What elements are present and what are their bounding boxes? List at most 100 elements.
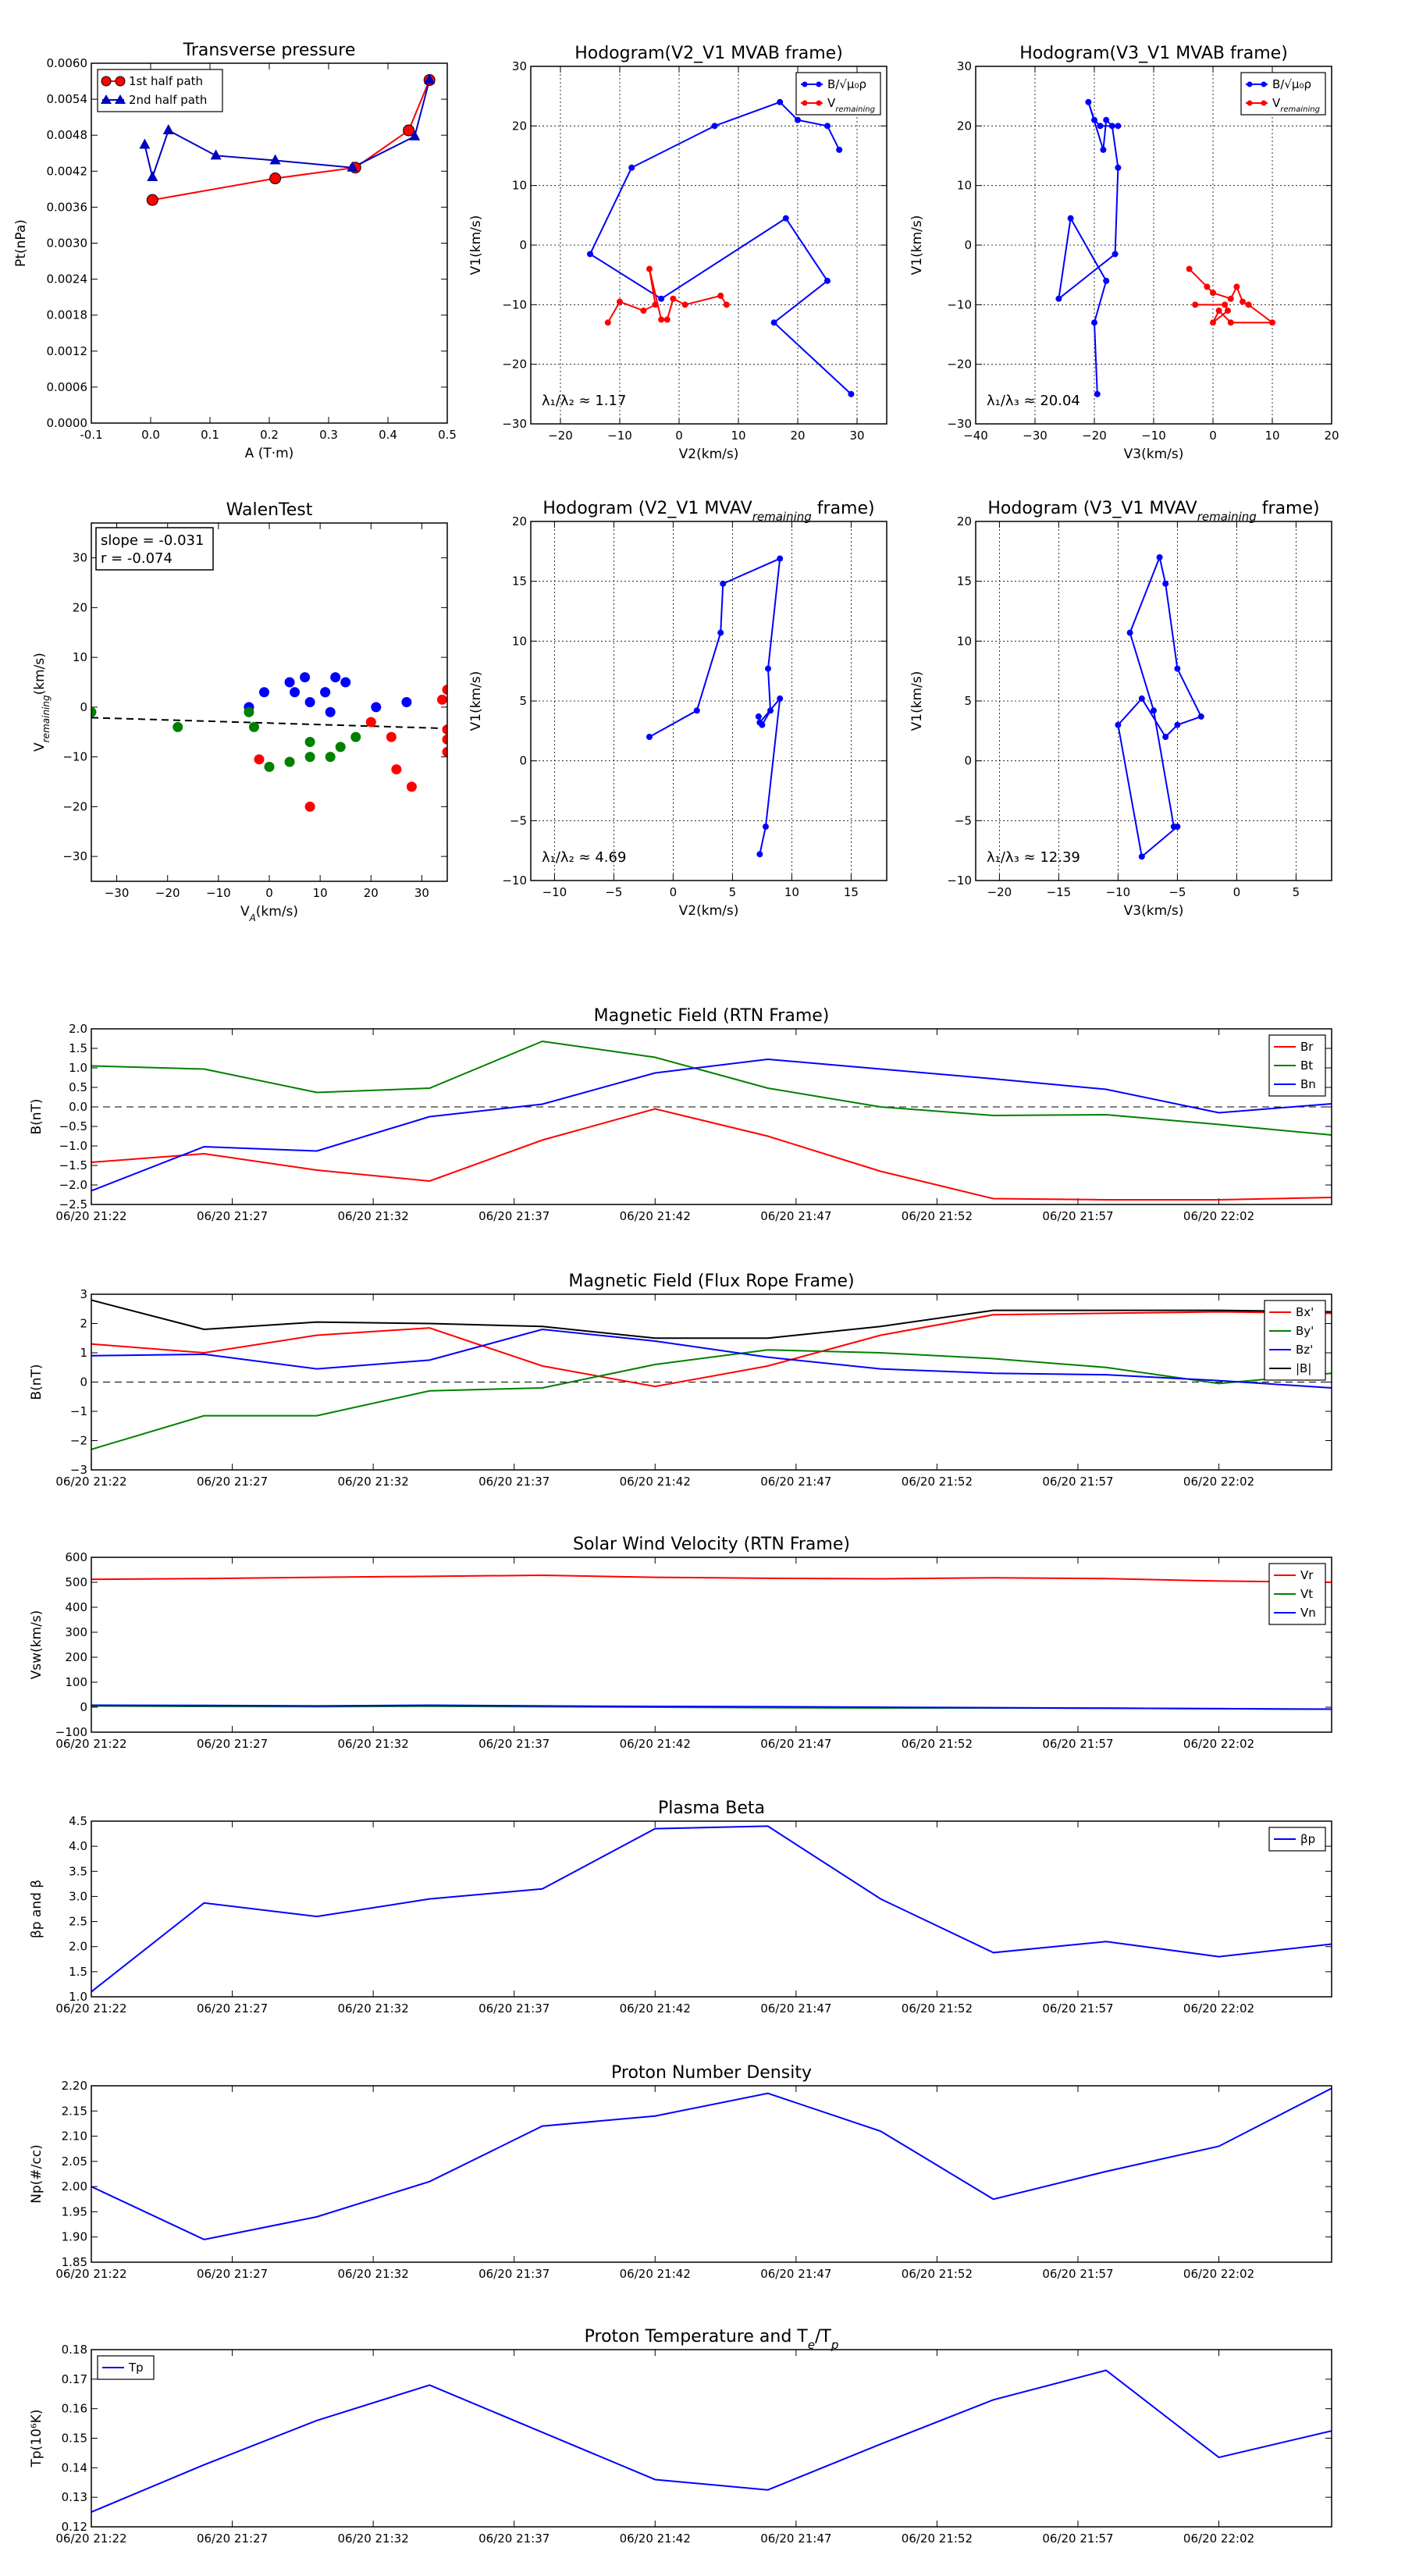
plot-area [91,2087,1332,2240]
point-2nd-half [147,170,158,181]
x-tick-label: −5 [1168,885,1186,899]
walen-point [335,742,346,753]
x-tick-label: 0 [1209,429,1217,443]
x-tick-label: −10 [1106,885,1131,899]
y-tick-label: −100 [55,1725,87,1739]
y-tick-label: 0.0036 [47,200,88,214]
walen-point [304,697,315,707]
walen-point [284,677,295,688]
x-tick-label: −20 [1082,429,1107,443]
chart-title: Hodogram(V3_V1 MVAB frame) [1019,44,1288,63]
y-tick-label: 2.0 [69,1022,87,1036]
y-axis-label: V1(km/s) [468,671,484,731]
y-tick-label: 0.0048 [47,128,88,142]
y-tick-label: 0.0030 [47,237,88,251]
chart-walen: −30 −20 −10 0 10 20 30 −30 −20 −10 0 10 20 30 WalenTes… [32,500,448,923]
legend-label: Vr [1300,1568,1314,1582]
y-tick-label: −2 [70,1434,87,1448]
legend-marker [101,76,112,87]
x-tick-label: 06/20 21:27 [197,2001,268,2016]
walen-point [264,761,275,772]
y-tick-label: 0.0018 [47,308,88,322]
y-tick-label: −0.5 [59,1119,87,1133]
y-tick-label: 30 [512,59,527,73]
legend-marker [802,81,808,87]
y-tick-label: 2.20 [62,2079,87,2093]
walen-point [248,721,259,732]
walen-point [284,756,295,767]
legend-label: Vremaining [1272,96,1320,114]
x-tick-label: −20 [548,429,573,443]
y-tick-label: 5 [519,694,527,708]
y-tick-label: 1.90 [62,2230,87,2244]
x-tick-label: 20 [1324,429,1339,443]
hodogram-point [1170,824,1177,830]
x-tick-label: 06/20 21:42 [620,2001,691,2016]
y-tick-label: 20 [957,514,972,528]
x-tick-label: 06/20 21:52 [902,2532,973,2546]
y-tick-label: −10 [502,873,527,888]
y-tick-label: 0.0000 [47,416,88,430]
y-tick-label: −10 [947,873,972,888]
y-tick-label: 30 [73,551,87,565]
hodogram-point [1085,98,1092,105]
legend-marker [1261,100,1267,106]
hodogram-point [1197,713,1204,720]
hodogram-point [1138,695,1145,702]
y-tick-label: 20 [512,514,527,528]
x-tick-label: 10 [784,885,799,899]
y-axis-label: βp and β [29,1880,44,1938]
y-tick-label: 4.5 [69,1814,87,1828]
x-tick-label: 06/20 21:57 [1042,1475,1113,1489]
y-tick-label: 4.0 [69,1839,87,1853]
x-tick-label: 30 [849,429,864,443]
y-tick-label: 10 [512,634,527,648]
chart-h3: −10 −5 0 5 10 15 −10 −5 0 5 10 15 20 Hodogram (V2_V1 … [468,499,887,919]
hodogram-point [1115,721,1122,728]
walen-point [325,706,336,717]
plot-frame [91,1557,1332,1733]
x-tick-label: 06/20 21:27 [197,2532,268,2546]
hodogram-point [1138,853,1145,860]
legend-marker [1247,81,1253,87]
walen-point [300,672,311,683]
walen-point [406,781,417,792]
hodogram-point [1186,265,1193,272]
x-tick-label: 06/20 21:27 [197,1737,268,1751]
hodogram-point [1091,319,1097,326]
y-tick-label: 10 [957,634,972,648]
legend: Bx' By' Bz' |B| [1264,1300,1326,1381]
hodogram-point [617,298,623,305]
plot-area [91,2369,1332,2514]
y-tick-label: 0.0012 [47,344,88,358]
y-tick-label: −1.5 [59,1158,87,1172]
y-tick-label: 0.0060 [47,56,88,70]
hodogram-point [1126,629,1133,636]
hodogram-point [1215,307,1222,314]
hodogram-point [836,146,843,153]
hodogram-point [1210,290,1216,297]
y-tick-label: 30 [957,59,972,73]
hodogram-point [658,295,665,302]
plot-area [1055,98,1275,397]
x-tick-label: 06/20 21:52 [902,2001,973,2016]
x-tick-label: 06/20 21:47 [760,2001,831,2016]
plot-frame [91,62,448,424]
y-tick-label: 300 [65,1625,87,1639]
y-tick-label: 20 [73,600,87,614]
walen-point [330,672,341,683]
legend-marker [816,81,822,87]
x-tick-label: −10 [542,885,567,899]
y-tick-label: −20 [62,799,87,813]
y-tick-label: 2.00 [62,2179,87,2194]
plot-area [91,1574,1332,1710]
point-1st-half [146,194,158,206]
hodogram-line-0 [589,101,852,395]
hodogram-point [777,98,784,105]
x-tick-label: 06/20 21:42 [620,1737,691,1751]
x-tick-label: 06/20 22:02 [1183,1475,1254,1489]
x-tick-label: 20 [364,886,379,900]
y-tick-label: 0.0042 [47,164,88,178]
hodogram-point [1222,301,1229,308]
legend-label: Vremaining [827,96,875,114]
